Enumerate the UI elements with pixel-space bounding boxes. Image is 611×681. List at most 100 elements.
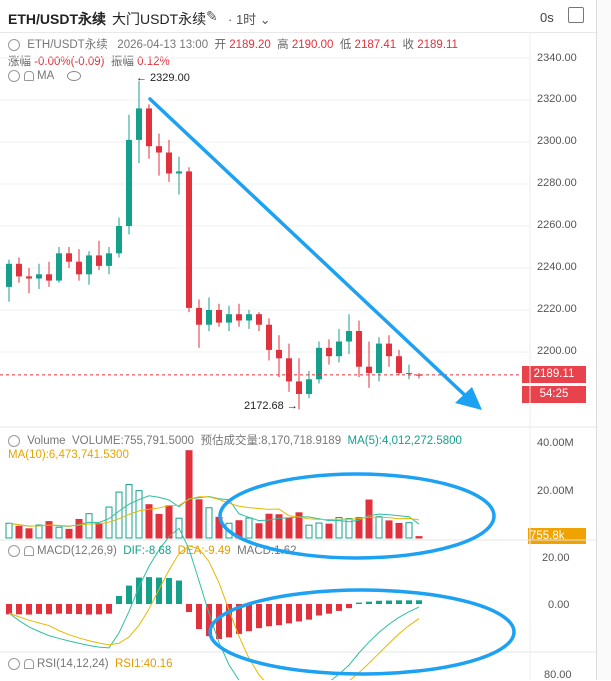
macd-bar: [346, 604, 352, 609]
candle-body: [36, 274, 42, 279]
price-axis-tick: 2340.00: [537, 52, 577, 64]
collapse-icon[interactable]: [8, 545, 20, 557]
info-datetime: 2026-04-13 13:00: [117, 39, 209, 51]
candle-body: [386, 343, 392, 357]
macd-dif-line: [8, 527, 420, 680]
macd-bar: [156, 577, 162, 604]
macd-bar: [326, 604, 332, 614]
price-axis-tick: 2300.00: [537, 135, 577, 147]
volume-bars: [5, 450, 423, 539]
candle-body: [86, 255, 92, 275]
rsi-legend-row: RSI(14,12,24) RSI1:40.16: [8, 658, 173, 670]
rsi1-value: RSI1:40.16: [115, 658, 173, 671]
collapse-icon[interactable]: [8, 658, 20, 670]
candle-body: [336, 341, 342, 357]
volume-bar: [295, 512, 303, 539]
collapse-icon[interactable]: [8, 38, 20, 51]
edit-icon[interactable]: ✎: [206, 8, 218, 24]
volume-bar: [375, 516, 383, 539]
volume-bar: [355, 517, 363, 539]
ma-label: MA: [37, 70, 54, 83]
macd-bar: [386, 600, 392, 604]
macd-bar: [76, 604, 82, 615]
macd-bar: [356, 602, 362, 604]
volume-bar: [5, 522, 13, 539]
macd-bar: [416, 600, 422, 604]
ma-indicator-row[interactable]: MA: [8, 70, 81, 82]
window-toggle-icon[interactable]: [568, 7, 584, 23]
volume-bar: [45, 521, 53, 539]
volume-bar: [125, 484, 133, 539]
macd-dif: DIF:-8.68: [123, 545, 172, 558]
candle-body: [246, 314, 252, 321]
macd-bar: [266, 604, 272, 627]
volume-bar: [395, 522, 403, 539]
estimated-volume: 预估成交量:8,170,718.9189: [200, 435, 342, 447]
volume-bar: [325, 523, 333, 539]
top-bar: ETH/USDT永续 大门USDT永续 ✎ · 1时 ⌄ 0s: [0, 0, 611, 33]
candle-body: [166, 152, 172, 174]
kline-chart[interactable]: [0, 0, 596, 680]
volume-bar: [265, 513, 273, 539]
macd-bar: [96, 604, 102, 615]
ohlc-info-row: ETH/USDT永续 2026-04-13 13:00 开 2189.20 高 …: [8, 36, 458, 52]
volume-bar: [85, 513, 93, 539]
macd-axis-tick: 20.00: [542, 552, 570, 564]
candle-body: [276, 349, 282, 359]
candle-body: [76, 261, 82, 275]
volume-ma10-line: [8, 496, 420, 527]
macd-value: MACD:1.62: [237, 545, 297, 558]
exchange-name: 大门USDT永续: [112, 11, 207, 27]
macd-bar: [316, 604, 322, 616]
candle-body: [286, 358, 292, 382]
volume-bar: [185, 450, 193, 539]
volume-bar: [305, 524, 313, 539]
last-price-tag: 2189.11: [522, 366, 586, 383]
volume-ma10: MA(10):6,473,741.5300: [8, 449, 129, 461]
bell-icon[interactable]: [24, 71, 34, 81]
amplitude-value: 0.12%: [137, 56, 170, 68]
candle-body: [196, 307, 202, 325]
candle-body: [376, 343, 382, 373]
open-value: 2189.20: [229, 39, 271, 51]
macd-title: MACD(12,26,9): [37, 545, 117, 558]
macd-bar: [336, 604, 342, 611]
eye-icon[interactable]: [66, 71, 81, 81]
volume-bar: [155, 513, 163, 539]
high-price-marker: ← 2329.00: [136, 72, 190, 84]
candle-body: [206, 310, 212, 325]
collapse-icon[interactable]: [8, 434, 20, 447]
volume-bar: [255, 523, 263, 539]
volume-bar: [95, 522, 103, 539]
volume-bar: [165, 505, 173, 539]
candle-body: [106, 253, 112, 266]
macd-bar: [176, 580, 182, 604]
macd-bar: [376, 600, 382, 604]
rsi-axis-tick: 80.00: [544, 669, 572, 681]
candle-body: [136, 108, 142, 140]
macd-bar: [216, 604, 222, 639]
volume-legend-row-2: MA(10):6,473,741.5300: [8, 449, 129, 461]
candle-body: [126, 139, 132, 226]
volume-ma5: MA(5):4,012,272.5800: [347, 435, 462, 447]
candle-body: [416, 374, 422, 376]
macd-bar: [56, 604, 62, 614]
volume-bar: [335, 516, 343, 539]
candle-body: [116, 226, 122, 254]
collapse-icon[interactable]: [8, 70, 20, 82]
candle-body: [156, 146, 162, 153]
interval-selector[interactable]: · 1时 ⌄: [228, 9, 271, 28]
bell-icon[interactable]: [24, 546, 34, 556]
candle-body: [296, 381, 302, 394]
candle-body: [46, 274, 52, 281]
candle-body: [306, 379, 312, 394]
macd-bar: [366, 601, 372, 604]
symbol-title[interactable]: ETH/USDT永续: [8, 11, 106, 27]
macd-bar: [306, 604, 312, 620]
bell-icon[interactable]: [24, 659, 34, 669]
macd-bar: [236, 604, 242, 634]
volume-bar: [195, 499, 203, 539]
candle-body: [346, 331, 352, 342]
countdown-tag: 54:25: [522, 386, 586, 403]
macd-bar: [46, 604, 52, 615]
